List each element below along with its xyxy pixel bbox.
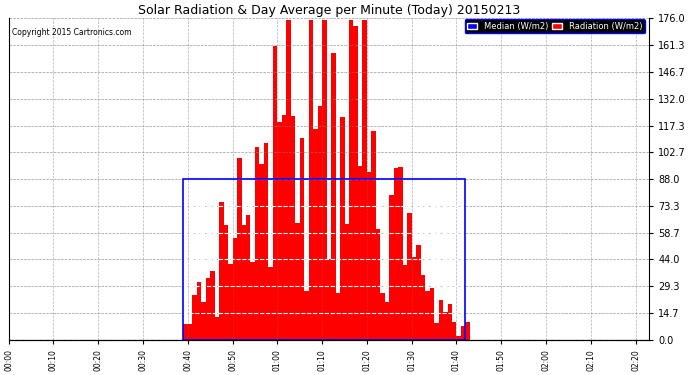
Text: Copyright 2015 Cartronics.com: Copyright 2015 Cartronics.com: [12, 28, 131, 37]
Title: Solar Radiation & Day Average per Minute (Today) 20150213: Solar Radiation & Day Average per Minute…: [138, 4, 520, 17]
Bar: [184, 179, 466, 340]
Legend: Median (W/m2), Radiation (W/m2): Median (W/m2), Radiation (W/m2): [464, 19, 645, 33]
